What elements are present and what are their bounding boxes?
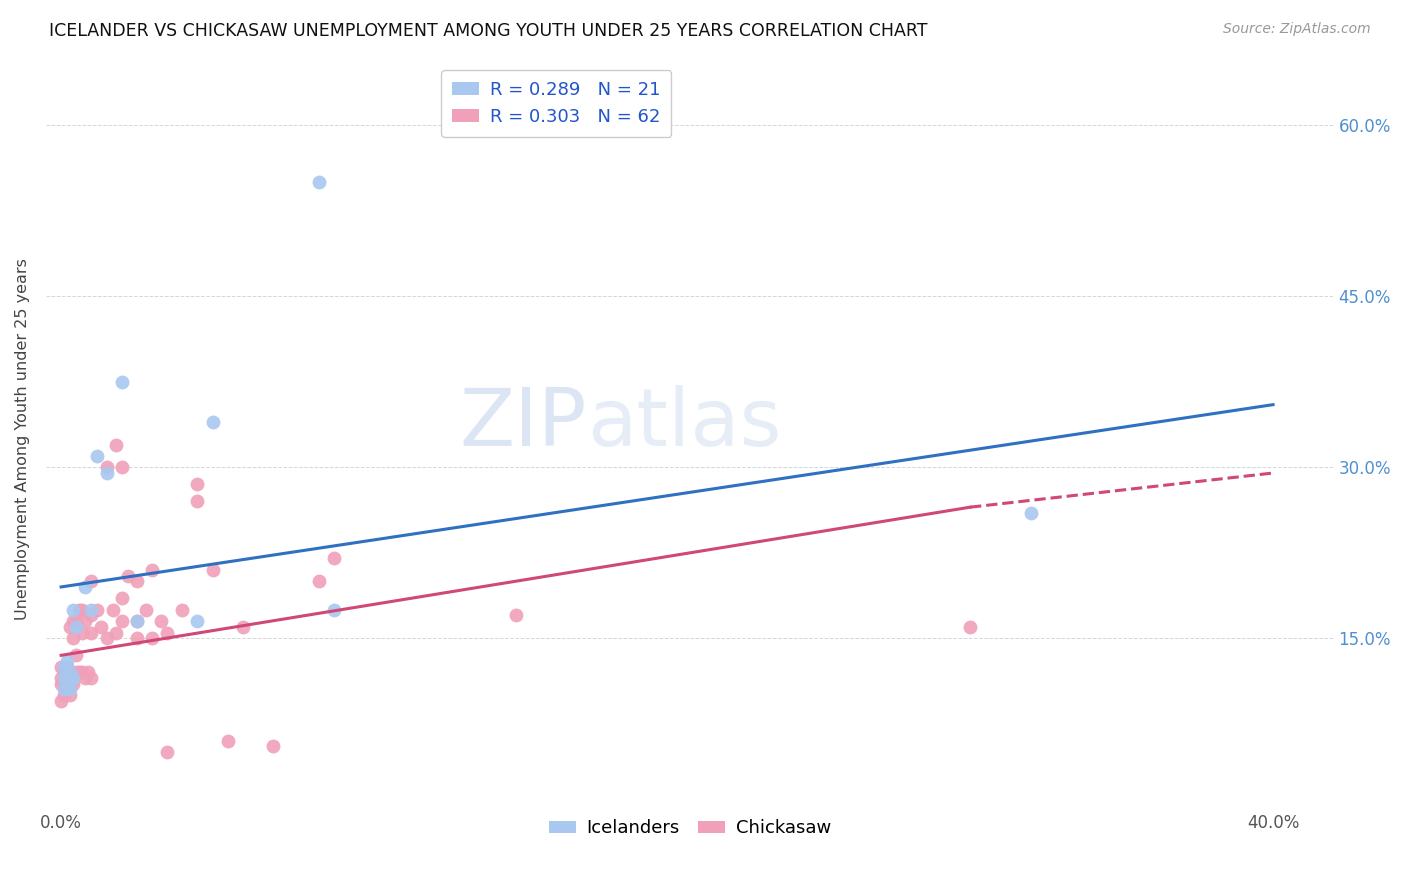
Point (53, 671, 76, 685)
Point (141, 631, 163, 645)
Point (67, 665, 90, 680)
Point (217, 733, 239, 747)
Legend: Icelanders, Chickasaw: Icelanders, Chickasaw (541, 812, 838, 845)
Point (322, 603, 344, 617)
Point (75, 671, 97, 685)
Point (125, 631, 148, 645)
Point (308, 574, 330, 589)
Point (62, 631, 84, 645)
Point (959, 620, 981, 634)
Point (125, 614, 148, 628)
Point (59, 682, 82, 697)
Point (56, 671, 79, 685)
Point (111, 614, 134, 628)
Point (53, 659, 76, 673)
Point (49, 694, 72, 708)
Point (80, 574, 103, 589)
Point (117, 568, 139, 582)
Point (49, 671, 72, 685)
Point (322, 551, 344, 566)
Point (186, 494, 208, 508)
Point (67, 603, 90, 617)
Text: ZIP: ZIP (460, 385, 586, 463)
Point (72, 603, 94, 617)
Point (53, 682, 76, 697)
Point (80, 603, 103, 617)
Point (65, 648, 87, 663)
Point (77, 665, 100, 680)
Text: ICELANDER VS CHICKASAW UNEMPLOYMENT AMONG YOUTH UNDER 25 YEARS CORRELATION CHART: ICELANDER VS CHICKASAW UNEMPLOYMENT AMON… (49, 22, 928, 40)
Point (80, 608, 103, 623)
Point (111, 591, 134, 606)
Point (262, 739, 284, 754)
Point (101, 603, 124, 617)
Point (201, 563, 224, 577)
Point (172, 603, 194, 617)
Point (125, 614, 148, 628)
Point (111, 460, 134, 475)
Point (53, 688, 76, 702)
Point (150, 614, 173, 628)
Point (156, 745, 179, 759)
Point (96, 460, 118, 475)
Text: Source: ZipAtlas.com: Source: ZipAtlas.com (1223, 22, 1371, 37)
Point (59, 620, 82, 634)
Point (65, 620, 87, 634)
Point (96, 466, 118, 480)
Point (62, 677, 84, 691)
Point (72, 625, 94, 640)
Text: atlas: atlas (586, 385, 782, 463)
Point (75, 580, 97, 594)
Point (201, 415, 224, 429)
Point (308, 176, 330, 190)
Point (75, 614, 97, 628)
Point (62, 603, 84, 617)
Point (62, 671, 84, 685)
Point (186, 614, 208, 628)
Point (86, 603, 108, 617)
Point (53, 677, 76, 691)
Point (62, 614, 84, 628)
Point (89, 620, 111, 634)
Point (104, 625, 127, 640)
Point (59, 688, 82, 702)
Point (49, 677, 72, 691)
Point (156, 625, 179, 640)
Point (65, 665, 87, 680)
Point (65, 614, 87, 628)
Point (125, 574, 148, 589)
Point (1019, 506, 1042, 520)
Point (232, 620, 254, 634)
Point (56, 682, 79, 697)
Point (135, 603, 157, 617)
Point (111, 375, 134, 389)
Point (49, 659, 72, 673)
Point (56, 654, 79, 668)
Y-axis label: Unemployment Among Youth under 25 years: Unemployment Among Youth under 25 years (15, 258, 30, 620)
Point (80, 671, 103, 685)
Point (59, 665, 82, 680)
Point (72, 665, 94, 680)
Point (59, 665, 82, 680)
Point (505, 608, 527, 623)
Point (186, 477, 208, 491)
Point (86, 449, 108, 463)
Point (56, 677, 79, 691)
Point (104, 437, 127, 451)
Point (80, 625, 103, 640)
Point (141, 563, 163, 577)
Point (56, 659, 79, 673)
Point (96, 631, 118, 645)
Point (53, 665, 76, 680)
